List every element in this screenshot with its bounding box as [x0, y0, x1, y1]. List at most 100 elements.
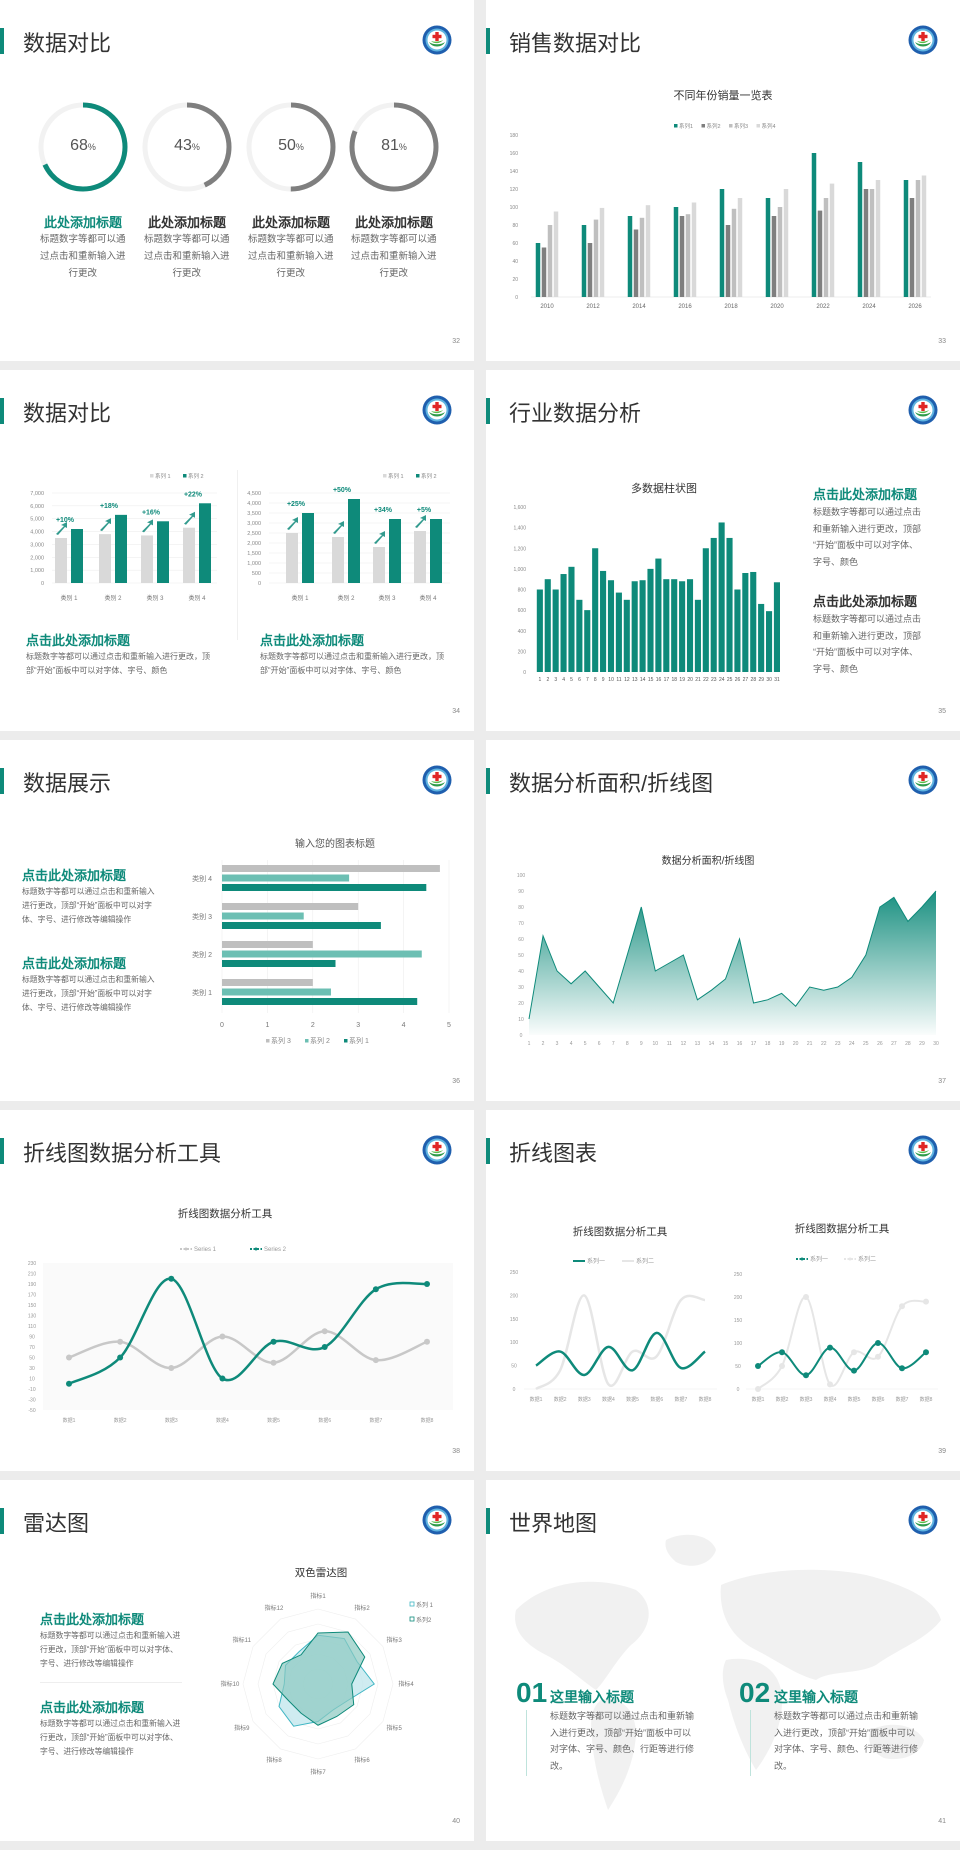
block-heading[interactable]: 点击此处添加标题 [813, 594, 918, 609]
page-number: 37 [938, 1078, 946, 1085]
bar [286, 533, 298, 583]
ring-progress-arc [349, 102, 439, 192]
block-heading[interactable]: 点击此处添加标题 [22, 956, 127, 971]
progress-ring [349, 102, 439, 192]
y-tick-label: 10 [29, 1377, 35, 1383]
data-point [117, 1354, 124, 1361]
x-tick-label: 6 [598, 1041, 601, 1047]
legend-marker [848, 1257, 852, 1261]
y-tick-label: 120 [510, 187, 519, 193]
bar [679, 581, 686, 672]
data-point [117, 1338, 124, 1345]
item-number: 02 [739, 1677, 771, 1708]
block-heading[interactable]: 点击此处添加标题 [22, 868, 127, 883]
y-tick-label: 40 [512, 259, 518, 265]
y-tick-label: 4,500 [247, 491, 261, 497]
slide-40[interactable]: 雷达图 双色雷达图 指标1 指标2 指标3 指标4 指标5 指标6 指标7 指标8 指标9 指标10… [0, 1480, 474, 1841]
series-line [68, 1277, 428, 1385]
y-tick-label: 20 [518, 1001, 524, 1007]
item-title[interactable]: 此处添加标题 [147, 215, 226, 230]
percent-number: 43 [174, 137, 192, 154]
y-tick-label: -10 [28, 1387, 35, 1393]
bar [685, 214, 691, 297]
x-tick-label: 5 [447, 1022, 451, 1029]
title-accent-bar [486, 1508, 490, 1534]
x-tick-label: 数据4 [824, 1396, 837, 1403]
item-title[interactable]: 此处添加标题 [43, 215, 122, 230]
slide-37[interactable]: 数据分析面积/折线图 数据分析面积/折线图 0 10 20 30 40 50 60 70 80 90… [486, 740, 960, 1101]
block-heading[interactable]: 点击此处添加标题 [26, 633, 131, 648]
series-line [528, 890, 937, 1020]
data-point [66, 1354, 72, 1361]
data-point [168, 1365, 175, 1371]
bar [777, 207, 783, 297]
bar [302, 513, 314, 583]
y-tick-label: 3,000 [247, 521, 261, 527]
axis-label: 指标6 [354, 1756, 370, 1764]
block-heading[interactable]: 点击此处添加标题 [260, 633, 365, 648]
bar [765, 611, 773, 672]
slide-33[interactable]: 销售数据对比 不同年份销量一览表 系列1 系列2 系列3 系列4 0 20 40 60 80 100… [486, 0, 960, 361]
bar [587, 243, 593, 297]
axis-label: 指标2 [354, 1604, 370, 1612]
item-title[interactable]: 此处添加标题 [251, 215, 330, 230]
x-tick-label: 2016 [678, 304, 692, 310]
bar [647, 568, 654, 672]
x-tick-label: 数据1 [63, 1417, 76, 1424]
x-tick-label: 2014 [632, 304, 646, 310]
x-tick-label: 25 [863, 1041, 869, 1047]
slide-title: 数据展示 [23, 771, 112, 796]
slide-39[interactable]: 折线图表 折线图数据分析工具 0 50 100 150 200 250 数据1 数据2 数据3 数据… [486, 1110, 960, 1471]
title-accent-bar [0, 768, 4, 794]
x-tick-label: 17 [664, 677, 670, 683]
x-tick-label: 1 [265, 1022, 269, 1029]
x-tick-label: 数据2 [554, 1396, 567, 1403]
chart-multi-bar: 多数据柱状图 0 200 400 600 800 1,000 1,200 1,400 1,600 1… [513, 481, 780, 683]
data-point [779, 1349, 785, 1356]
chart-title: 折线图数据分析工具 [573, 1225, 668, 1238]
slide-38[interactable]: 折线图数据分析工具 折线图数据分析工具 -50 -30 -10 10 30 50 70 90 11… [0, 1110, 474, 1471]
block-heading[interactable]: 点击此处添加标题 [40, 1612, 145, 1627]
y-tick-label: 90 [518, 889, 524, 895]
x-tick-label: 14 [640, 677, 646, 683]
arrow-up-icon [374, 531, 385, 544]
x-tick-label: 数据3 [165, 1417, 178, 1424]
bar [430, 519, 442, 583]
title-accent-bar [0, 28, 4, 54]
x-tick-label: 27 [891, 1041, 897, 1047]
x-tick-label: 数据3 [578, 1396, 591, 1403]
block-heading[interactable]: 点击此处添加标题 [813, 487, 918, 502]
legend-label: 系列 2 [310, 1036, 330, 1045]
data-point [372, 1357, 379, 1364]
block-heading[interactable]: 点击此处添加标题 [40, 1700, 145, 1715]
legend-swatch [416, 474, 420, 478]
bar [560, 574, 567, 672]
x-tick-label: 23 [835, 1041, 841, 1047]
bar [671, 579, 678, 672]
x-tick-label: 0 [220, 1022, 224, 1029]
x-tick-label: 6 [578, 677, 581, 683]
bar [199, 503, 211, 583]
slide-36[interactable]: 数据展示 输入您的图表标题 0 1 2 3 4 5 类别 1 类别 2 类别 3 类别 4 系列 3 系… [0, 740, 474, 1101]
slide-34[interactable]: 数据对比 0 1,000 2,000 3,000 4,000 5,000 6,000 7,00… [0, 370, 474, 731]
item-title[interactable]: 此处添加标题 [354, 215, 433, 230]
arrow-up-icon [142, 519, 153, 533]
legend-label: 系列4 [762, 122, 776, 130]
y-tick-label: 7,000 [30, 491, 44, 497]
slide-32[interactable]: 数据对比 68% 43% 50% 81% 此处添加标题 此处添加标题 此处添加标… [0, 0, 474, 361]
ring-value: 50% [246, 137, 336, 155]
percent-number: 68 [70, 137, 88, 154]
x-tick-label: 2 [311, 1022, 315, 1029]
slide-35[interactable]: 行业数据分析 多数据柱状图 0 200 400 600 800 1,000 1,200 1,40… [486, 370, 960, 731]
x-tick-label: 31 [774, 677, 780, 683]
x-tick-label: 19 [779, 1041, 785, 1047]
bar [348, 499, 360, 583]
y-tick-label: 60 [518, 937, 524, 943]
item-heading[interactable]: 这里输入标题 [550, 1689, 634, 1705]
legend-swatch [756, 124, 760, 128]
slide-41[interactable]: 世界地图 01 这里输入标题 标题数字等都可以通过点击和重新输入进行更改，顶部“… [486, 1480, 960, 1841]
radar-grid [257, 1623, 379, 1745]
bar [414, 531, 426, 583]
item-heading[interactable]: 这里输入标题 [774, 1689, 858, 1705]
